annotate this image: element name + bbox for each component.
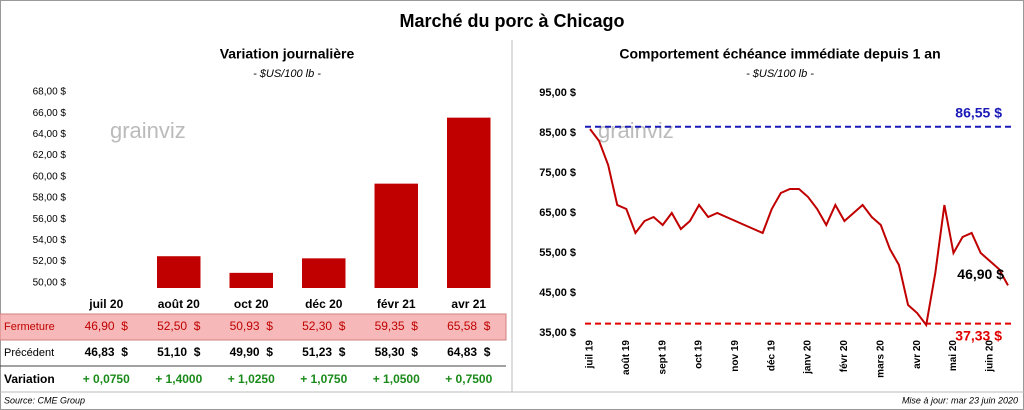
x-tick-label: mai 20 bbox=[948, 340, 959, 372]
table-cell: + 0,7500 bbox=[445, 372, 492, 386]
x-tick-label: avr 21 bbox=[451, 297, 486, 311]
row-label: Précédent bbox=[4, 347, 54, 359]
x-tick-label: nov 19 bbox=[730, 340, 741, 372]
table-cell: 51,23 $ bbox=[302, 345, 346, 359]
table-cell: 52,50 $ bbox=[157, 319, 201, 333]
x-tick-label: août 20 bbox=[158, 297, 200, 311]
table-cell: 46,90 $ bbox=[85, 319, 129, 333]
y-tick-label: 85,00 $ bbox=[539, 127, 576, 139]
y-tick-label: 65,00 $ bbox=[539, 207, 576, 219]
table-cell: + 1,4000 bbox=[155, 372, 202, 386]
chart-subtitle: - $US/100 lb - bbox=[746, 68, 814, 80]
y-tick-label: 52,00 $ bbox=[33, 256, 67, 267]
table-cell: + 1,0750 bbox=[300, 372, 347, 386]
x-tick-label: oct 19 bbox=[694, 340, 705, 369]
table-cell: 59,35 $ bbox=[375, 319, 419, 333]
x-tick-label: août 19 bbox=[621, 340, 632, 375]
x-tick-label: déc 20 bbox=[305, 297, 343, 311]
x-tick-label: oct 20 bbox=[234, 297, 269, 311]
table-cell: + 1,0250 bbox=[228, 372, 275, 386]
x-tick-label: déc 19 bbox=[766, 340, 777, 372]
bar-plot bbox=[157, 117, 491, 288]
updated: Mise à jour: mar 23 juin 2020 bbox=[902, 395, 1018, 405]
bar bbox=[229, 272, 273, 288]
table-cell: 64,83 $ bbox=[447, 345, 491, 359]
chart-subtitle: - $US/100 lb - bbox=[253, 68, 321, 80]
row-label: Variation bbox=[4, 372, 55, 386]
line-series bbox=[589, 128, 1009, 328]
y-tick-label: 95,00 $ bbox=[539, 87, 576, 99]
y-tick-label: 58,00 $ bbox=[33, 193, 67, 204]
bar bbox=[374, 183, 418, 288]
y-tick-label: 64,00 $ bbox=[33, 129, 67, 140]
x-tick-label: févr 21 bbox=[377, 297, 416, 311]
table-cell: 49,90 $ bbox=[230, 345, 274, 359]
x-tick-label: mars 20 bbox=[875, 340, 886, 378]
table-cell: 65,58 $ bbox=[447, 319, 491, 333]
highlight-row bbox=[0, 313, 507, 341]
y-tick-label: 56,00 $ bbox=[33, 214, 67, 225]
bar bbox=[157, 256, 201, 288]
table-cell: 52,30 $ bbox=[302, 319, 346, 333]
x-tick-label: avr 20 bbox=[912, 340, 923, 369]
x-tick-label: juil 19 bbox=[585, 340, 596, 370]
bar bbox=[447, 117, 491, 288]
table-cell: + 0,0750 bbox=[83, 372, 130, 386]
x-tick-label: janv 20 bbox=[803, 340, 814, 375]
x-tick-label: juin 20 bbox=[984, 340, 995, 373]
x-tick-label: juil 20 bbox=[88, 297, 123, 311]
y-tick-label: 54,00 $ bbox=[33, 235, 67, 246]
y-tick-label: 45,00 $ bbox=[539, 287, 576, 299]
table-cell: + 1,0500 bbox=[373, 372, 420, 386]
table-cell: 51,10 $ bbox=[157, 345, 201, 359]
table-cell: 46,83 $ bbox=[85, 345, 129, 359]
source: Source: CME Group bbox=[4, 395, 85, 405]
x-tick-label: sept 19 bbox=[657, 340, 668, 375]
y-tick-label: 75,00 $ bbox=[539, 167, 576, 179]
y-tick-label: 35,00 $ bbox=[539, 327, 576, 339]
x-tick-label: févr 20 bbox=[839, 340, 850, 373]
bar bbox=[302, 258, 346, 288]
table-cell: 50,93 $ bbox=[230, 319, 274, 333]
y-tick-label: 50,00 $ bbox=[33, 277, 67, 288]
chart-title: Variation journalière bbox=[220, 46, 355, 62]
chart-title: Comportement échéance immédiate depuis 1… bbox=[619, 46, 940, 62]
watermark: grainviz bbox=[110, 118, 186, 143]
page-title: Marché du porc à Chicago bbox=[399, 11, 624, 31]
value-label: 46,90 $ bbox=[957, 266, 1004, 282]
reference-label: 37,33 $ bbox=[955, 327, 1002, 343]
y-tick-label: 66,00 $ bbox=[33, 108, 67, 119]
watermark: grainviz bbox=[598, 118, 674, 143]
table-cell: 58,30 $ bbox=[375, 345, 419, 359]
reference-label: 86,55 $ bbox=[955, 105, 1002, 121]
y-tick-label: 68,00 $ bbox=[33, 87, 67, 98]
y-tick-label: 62,00 $ bbox=[33, 150, 67, 161]
y-tick-label: 55,00 $ bbox=[539, 247, 576, 259]
row-label: Fermeture bbox=[4, 321, 55, 333]
y-tick-label: 60,00 $ bbox=[33, 171, 67, 182]
